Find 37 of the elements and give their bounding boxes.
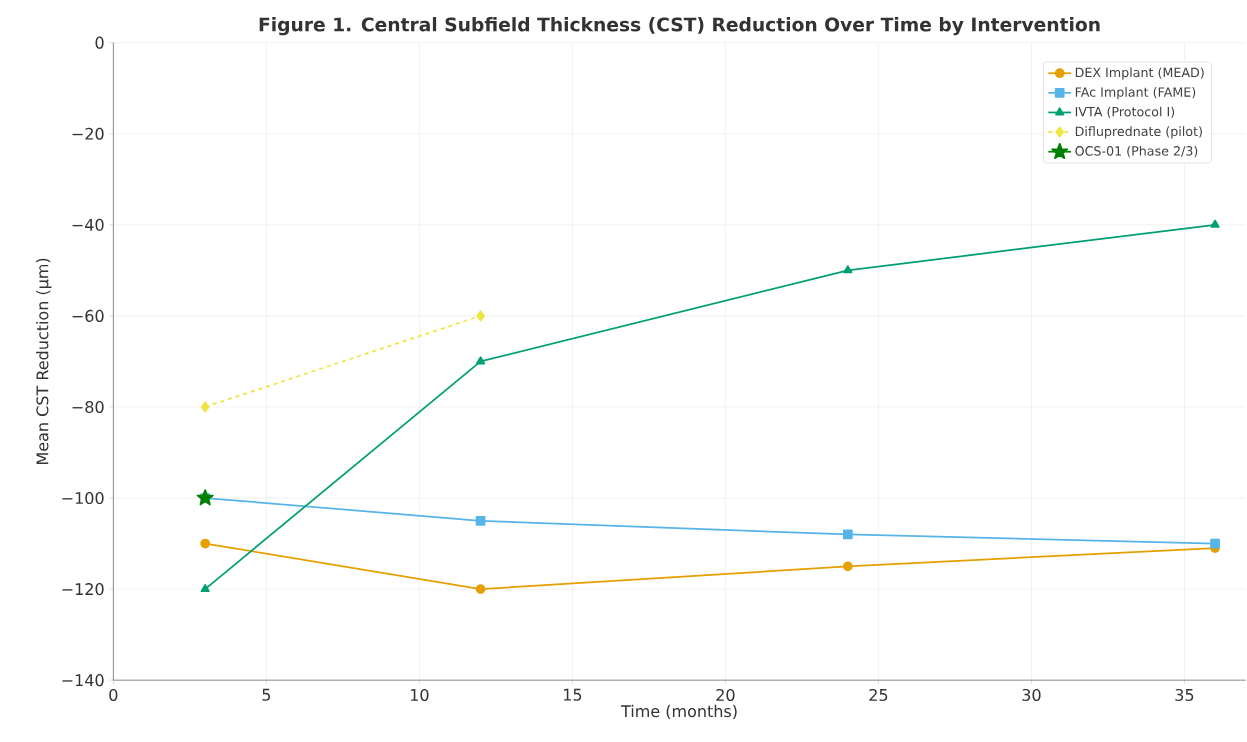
x-tick-label: 35 (1175, 689, 1194, 702)
point (842, 529, 853, 540)
y-tick-label: 0 (95, 36, 104, 49)
y-tick-label: −20 (72, 127, 104, 141)
x-tick-label: 30 (1022, 689, 1041, 702)
y-tick-label: −40 (72, 218, 104, 232)
legend-label: Difluprednate (pilot) (1075, 126, 1202, 139)
legend-label: DEX Implant (MEAD) (1075, 67, 1204, 80)
y-tick-label: −100 (62, 492, 104, 505)
point (1210, 538, 1220, 549)
point (196, 489, 214, 506)
x-tick-label: 10 (410, 689, 429, 702)
x-tick-label: 0 (109, 689, 118, 702)
point (475, 516, 486, 526)
point (843, 265, 853, 274)
point (200, 538, 211, 549)
y-tick-label: −60 (72, 310, 104, 323)
legend-label: OCS-01 (Phase 2/3) (1075, 146, 1198, 158)
x-tick-label: 15 (563, 689, 582, 702)
point (1210, 219, 1220, 229)
x-tick-label: 25 (869, 689, 888, 702)
point (200, 401, 210, 413)
point (475, 584, 486, 595)
y-tick-label: −80 (72, 401, 104, 414)
y-tick-label: −140 (62, 674, 104, 687)
x-axis-title: Time (months) (620, 705, 737, 720)
point (842, 561, 853, 572)
y-tick-label: −120 (62, 583, 104, 596)
point (200, 584, 210, 593)
point (476, 310, 485, 322)
x-tick-label: 20 (716, 689, 735, 702)
y-axis-title: Mean CST Reduction (µm) (36, 258, 52, 465)
legend-label: FAc Implant (FAME) (1075, 87, 1196, 100)
x-tick-label: 5 (262, 689, 271, 702)
point (476, 356, 486, 365)
legend-label: IVTA (Protocol I) (1075, 106, 1175, 119)
chart-title: Figure 1. Central Subfield Thickness (CST) Reduction Over Time by Intervention (259, 17, 1100, 36)
